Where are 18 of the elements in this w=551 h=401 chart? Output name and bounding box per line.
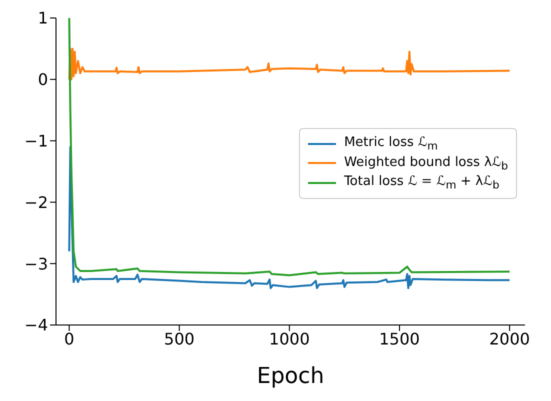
legend-label: Total loss ℒ = ℒ$_{m}$ + λℒ$_{b}$ [344,174,500,192]
y-tick-label: −1 [24,131,48,150]
x-tick-label: 1500 [379,329,420,348]
y-tick-label: −4 [24,316,48,335]
line-series [68,146,511,290]
line-series [68,48,511,80]
x-tick-label: 500 [164,329,195,348]
x-tick-label: 2000 [489,329,530,348]
x-axis-title: Epoch [256,364,324,389]
x-tick-label: 1000 [269,329,310,348]
line-series [68,18,511,276]
y-tick-label: 0 [38,70,48,90]
x-tick-label: 0 [64,329,74,348]
y-tick-label: 1 [38,8,48,28]
y-tick-label: −2 [24,192,48,212]
y-tick-label: −3 [24,254,48,274]
legend-label: Metric loss ℒ$_{m}$ [344,135,438,153]
legend-label: Weighted bound loss λℒ$_{b}$ [344,154,508,172]
